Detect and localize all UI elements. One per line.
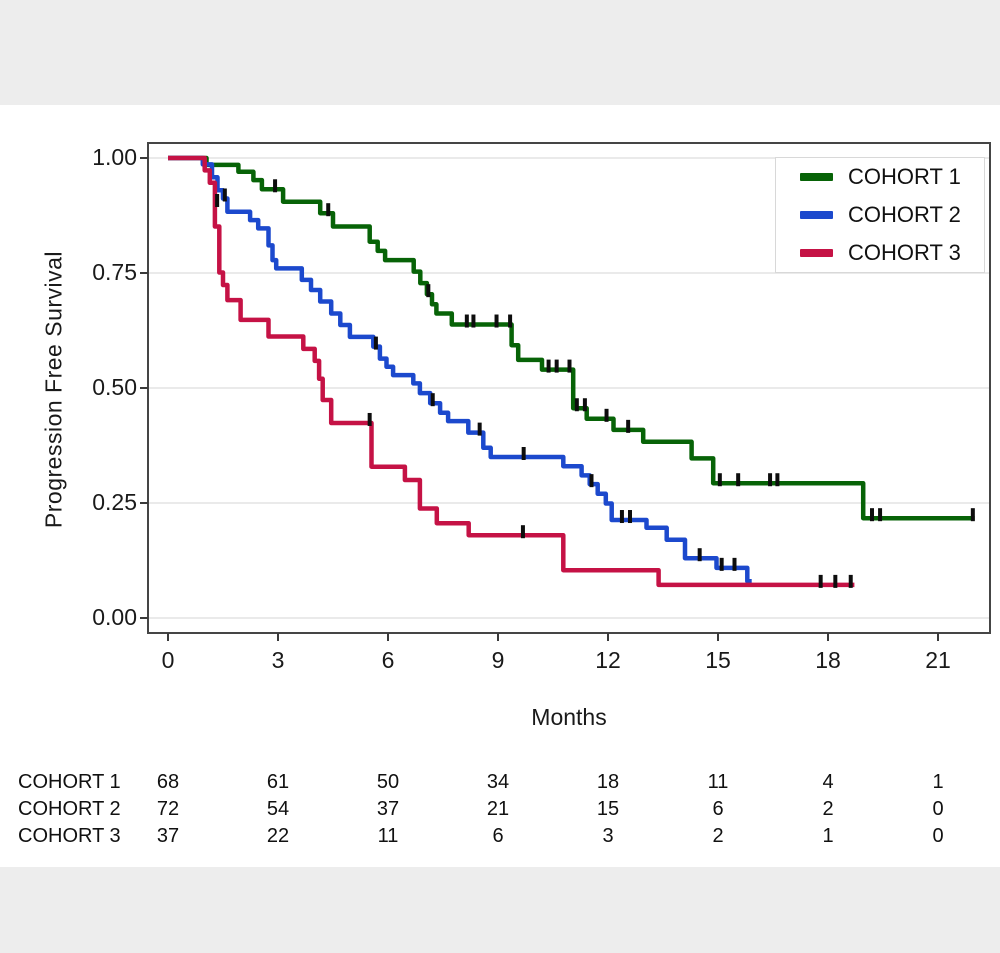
legend-item-cohort-3: COHORT 3 [776, 234, 984, 272]
risk-table-count: 50 [376, 771, 400, 793]
censor-tick-cohort-1 [870, 508, 874, 522]
risk-table-count: 22 [266, 825, 290, 847]
censor-tick-cohort-1 [471, 314, 476, 328]
risk-table-count: 37 [156, 825, 180, 847]
series-line-cohort-2 [168, 155, 752, 584]
x-tick-label: 15 [705, 647, 731, 673]
censor-tick-cohort-1 [970, 508, 975, 522]
risk-table-row: COHORT 1 68 61 50 34 18 11 4 1 [0, 771, 1000, 797]
censor-tick-cohort-2 [477, 422, 482, 436]
legend-item-cohort-2: COHORT 2 [776, 196, 984, 234]
legend-label: COHORT 2 [848, 202, 961, 227]
censor-tick-cohort-3 [818, 574, 823, 588]
y-tick-label: 0.75 [92, 259, 137, 285]
censor-tick-cohort-1 [508, 314, 513, 328]
censor-tick-cohort-3 [367, 412, 372, 426]
censor-tick-cohort-1 [546, 359, 551, 373]
risk-table-count: 1 [932, 771, 944, 793]
risk-table-count: 2 [822, 798, 834, 820]
x-tick-label: 3 [271, 647, 285, 673]
censor-tick-cohort-1 [567, 359, 572, 373]
x-tick-label: 6 [381, 647, 395, 673]
censor-tick-cohort-1 [464, 314, 469, 328]
x-tick-label: 12 [595, 647, 621, 673]
censor-tick-cohort-2 [589, 474, 594, 488]
y-tick-label: 0.25 [92, 489, 137, 515]
censor-tick-cohort-2 [628, 510, 632, 524]
risk-table-count: 34 [486, 771, 510, 793]
censor-tick-cohort-2 [430, 393, 435, 407]
risk-table-count: 68 [156, 771, 180, 793]
x-axis-title: Months [531, 704, 607, 730]
legend-swatch-icon [800, 173, 833, 181]
legend-swatch-icon [800, 249, 833, 257]
censor-tick-cohort-1 [717, 473, 722, 487]
risk-table-row: COHORT 2 72 54 37 21 15 6 2 0 [0, 798, 1000, 824]
censor-tick-cohort-1 [273, 179, 278, 193]
censor-tick-cohort-1 [494, 314, 499, 328]
censor-tick-cohort-2 [521, 447, 526, 460]
risk-table-count: 2 [712, 825, 724, 847]
censor-tick-cohort-1 [626, 419, 631, 433]
y-tick-label: 0.50 [92, 374, 137, 400]
x-tick-label: 0 [161, 647, 175, 673]
censor-tick-cohort-1 [582, 398, 587, 412]
risk-table-count: 6 [492, 825, 504, 847]
risk-table-row-label: COHORT 2 [18, 798, 121, 820]
censor-tick-cohort-3 [215, 194, 220, 207]
censor-tick-cohort-3 [833, 574, 838, 588]
risk-table-count: 15 [596, 798, 620, 820]
risk-table-count: 0 [932, 825, 944, 847]
risk-table-count: 61 [266, 771, 290, 793]
censor-tick-cohort-3 [848, 574, 853, 588]
x-tick-label: 21 [925, 647, 951, 673]
censor-tick-cohort-1 [604, 408, 609, 422]
risk-table-count: 11 [377, 825, 399, 847]
censor-tick-cohort-1 [736, 473, 741, 487]
risk-table-count: 18 [596, 771, 620, 793]
risk-table-count: 72 [156, 798, 180, 820]
legend-label: COHORT 1 [848, 164, 961, 189]
censor-tick-cohort-2 [222, 188, 227, 202]
censor-tick-cohort-2 [732, 557, 737, 571]
legend: COHORT 1 COHORT 2 COHORT 3 [775, 157, 985, 273]
censor-tick-cohort-2 [697, 548, 702, 562]
risk-table-count: 4 [822, 771, 834, 793]
risk-table-count: 37 [376, 798, 400, 820]
risk-table-count: 11 [707, 771, 729, 793]
risk-table-row: COHORT 3 37 22 11 6 3 2 1 0 [0, 825, 1000, 851]
censor-tick-cohort-1 [878, 508, 883, 522]
risk-table-row-label: COHORT 1 [18, 771, 121, 793]
y-axis-title: Progression Free Survival [40, 250, 67, 529]
risk-table-count: 21 [486, 798, 510, 820]
censor-tick-cohort-1 [574, 398, 579, 412]
risk-table-count: 6 [712, 798, 724, 820]
series-line-cohort-3 [168, 155, 855, 588]
risk-table-count: 3 [602, 825, 614, 847]
legend-label: COHORT 3 [848, 240, 961, 265]
censor-tick-cohort-2 [619, 510, 624, 524]
x-tick-label: 18 [815, 647, 841, 673]
risk-table-count: 0 [932, 798, 944, 820]
x-tick-label: 9 [491, 647, 505, 673]
censor-tick-cohort-2 [373, 336, 378, 350]
y-tick-label: 1.00 [92, 144, 137, 170]
censor-tick-cohort-1 [426, 284, 431, 298]
risk-table-count: 1 [822, 825, 834, 847]
legend-item-cohort-1: COHORT 1 [776, 158, 984, 196]
censor-tick-cohort-1 [326, 203, 331, 217]
risk-table-row-label: COHORT 3 [18, 825, 121, 847]
y-tick-label: 0.00 [92, 604, 137, 630]
legend-swatch-icon [800, 211, 833, 219]
censor-tick-cohort-1 [554, 359, 559, 373]
censor-tick-cohort-2 [719, 557, 724, 571]
censor-tick-cohort-1 [768, 473, 773, 487]
risk-table-count: 54 [266, 798, 290, 820]
censor-tick-cohort-1 [775, 473, 780, 487]
censor-tick-cohort-3 [520, 525, 525, 539]
